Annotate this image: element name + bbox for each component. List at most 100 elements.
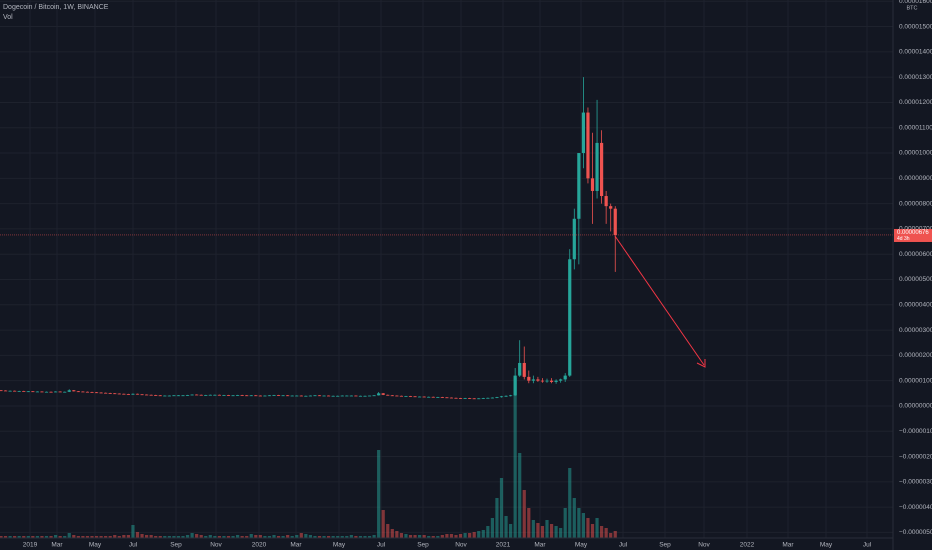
candle-body: [440, 397, 444, 398]
candle-body: [472, 398, 476, 400]
candle-body: [445, 397, 449, 399]
volume-bar: [509, 524, 513, 538]
x-tick-label: Jul: [377, 542, 386, 549]
candle-body: [527, 376, 531, 381]
candle-body: [245, 395, 249, 397]
candle-body: [258, 395, 262, 397]
candle-body: [195, 394, 199, 396]
candle-body: [322, 395, 326, 397]
volume-bar: [386, 524, 390, 538]
last-price-label: 0.00000676: [897, 230, 929, 236]
candle-body: [172, 395, 176, 397]
volume-bar: [104, 536, 108, 538]
volume-bar: [99, 536, 103, 538]
volume-bar: [231, 536, 235, 538]
axes: −0.00000500 −0.00000400 −0.00000300 −0.0000…: [23, 0, 932, 549]
volume-bar: [600, 526, 604, 538]
volume-bar: [563, 508, 567, 538]
volume-bar: [604, 528, 608, 538]
x-tick-label: May: [333, 542, 346, 549]
candle-body: [308, 395, 312, 397]
y-tick-label: 0.00000800: [899, 200, 932, 207]
volume-bar: [26, 536, 30, 538]
y-tick-label: 0.00000500: [899, 276, 932, 283]
candle-body: [518, 362, 522, 376]
y-tick-label: −0.00000100: [899, 428, 932, 435]
y-tick-label: 0.00001200: [899, 99, 932, 106]
candle-body: [313, 395, 317, 397]
drawn-arrow: [614, 235, 705, 366]
volume-bar: [308, 535, 312, 538]
x-tick-label: May: [89, 542, 102, 549]
volume-bar: [113, 535, 117, 538]
candle-body: [481, 398, 485, 399]
candle-body: [354, 395, 358, 397]
volume-bar: [135, 532, 140, 538]
volume-bar: [499, 478, 504, 538]
x-tick-label: May: [575, 542, 588, 549]
candle-body: [404, 396, 408, 397]
volume-bar: [181, 536, 185, 538]
candle-body: [495, 397, 499, 398]
volume-bar: [413, 535, 417, 538]
volume-bar: [345, 536, 349, 538]
arrow-head: [696, 359, 706, 368]
candle-body: [108, 393, 112, 394]
candle-body: [131, 393, 135, 395]
candle-body: [509, 395, 513, 397]
volume-bar: [85, 536, 90, 538]
candle-body: [299, 395, 303, 397]
candle-body: [22, 391, 26, 392]
volume-bar: [418, 535, 422, 538]
candle-body: [217, 394, 221, 396]
candle-body: [559, 379, 563, 381]
volume-bar: [322, 536, 326, 538]
candle-body: [345, 395, 349, 397]
volume-bar: [449, 534, 454, 538]
volume-bar: [154, 536, 158, 538]
volume-bar: [458, 534, 463, 538]
volume-bar: [40, 536, 44, 538]
volume-bar: [613, 531, 617, 538]
candle-body: [54, 391, 58, 393]
volume-bar: [586, 518, 590, 538]
volume-bar: [431, 536, 435, 538]
volume-bar: [468, 533, 472, 538]
y-tick-label: 0.00001400: [899, 49, 932, 56]
candle-body: [94, 392, 99, 394]
volume-bar: [454, 535, 458, 538]
y-tick-label: −0.00000200: [899, 453, 932, 460]
volume-label: Vol: [3, 14, 13, 21]
volume-bar: [286, 535, 290, 538]
volume-bar: [267, 536, 272, 538]
volume-bar: [58, 536, 62, 538]
volume-bar: [90, 536, 94, 538]
volume-bar: [81, 536, 85, 538]
volume-bar: [522, 490, 526, 538]
candle-body: [0, 390, 3, 392]
candle-body: [554, 380, 558, 382]
volume-bar: [245, 536, 249, 538]
candle-body: [390, 395, 394, 397]
volume-bar: [290, 536, 294, 538]
x-tick-label: Sep: [659, 542, 671, 549]
candle-body: [340, 395, 344, 397]
candle-body: [8, 390, 12, 392]
y-tick-label: 0.00001100: [899, 124, 932, 131]
volume-bar: [313, 536, 317, 538]
volume-bar: [340, 536, 344, 538]
candle-body: [272, 395, 276, 396]
volume-bar: [358, 536, 363, 538]
volume-bar: [595, 518, 599, 538]
volume-pane: [0, 378, 617, 538]
volume-bar: [609, 533, 613, 538]
volume-bar: [427, 536, 431, 538]
volume-bar: [436, 536, 440, 538]
volume-bar: [577, 508, 581, 538]
volume-bar: [94, 536, 99, 538]
volume-bar: [44, 536, 49, 538]
candle-body: [513, 375, 517, 396]
volume-bar: [559, 528, 563, 538]
y-tick-label: 0.00000200: [899, 352, 932, 359]
